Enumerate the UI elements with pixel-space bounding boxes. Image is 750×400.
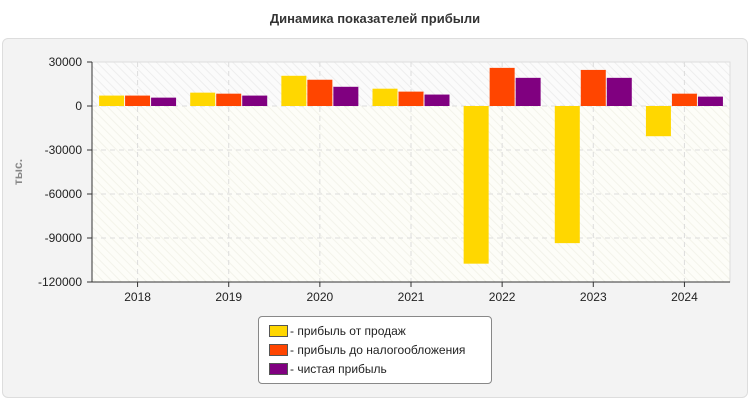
chart-title: Динамика показателей прибыли (269, 11, 481, 26)
bar-3-2024 (697, 96, 723, 106)
bar-1-2018 (99, 95, 125, 106)
bar-1-2024 (645, 106, 671, 137)
bar-1-2020 (281, 75, 307, 106)
bar-1-2023 (554, 106, 580, 244)
x-tick-label: 2023 (580, 290, 607, 304)
bar-1-2022 (463, 106, 489, 264)
legend-item: - прибыль от продаж (269, 323, 406, 339)
bar-2-2019 (216, 93, 242, 106)
legend-label: - прибыль от продаж (290, 324, 406, 338)
y-axis-label: тыс. (11, 159, 25, 185)
x-tick-label: 2021 (398, 290, 425, 304)
legend-label: - прибыль до налогообложения (290, 343, 466, 357)
y-tick-label: -60000 (45, 187, 83, 201)
x-tick-label: 2024 (671, 290, 698, 304)
x-tick-label: 2019 (215, 290, 242, 304)
y-tick-label: 0 (75, 99, 82, 113)
legend-swatch (269, 344, 288, 356)
x-tick-label: 2022 (489, 290, 516, 304)
legend-swatch (269, 325, 288, 337)
y-tick-label: 30000 (49, 55, 83, 69)
bar-1-2019 (190, 92, 216, 106)
bar-2-2023 (580, 69, 606, 106)
bar-2-2022 (489, 67, 515, 106)
bar-3-2022 (515, 77, 541, 106)
legend: - прибыль от продаж - прибыль до налогооб… (258, 316, 492, 384)
x-tick-label: 2018 (124, 290, 151, 304)
bar-3-2020 (333, 86, 359, 106)
y-tick-label: -90000 (45, 231, 83, 245)
bar-2-2024 (671, 93, 697, 106)
y-tick-label: -30000 (45, 143, 83, 157)
bar-2-2018 (125, 95, 151, 106)
bar-2-2020 (307, 79, 333, 106)
bar-3-2021 (424, 94, 450, 106)
legend-label: - чистая прибыль (290, 362, 387, 376)
legend-swatch (269, 363, 288, 375)
legend-item: - чистая прибыль (269, 361, 387, 377)
legend-item: - прибыль до налогообложения (269, 342, 465, 358)
y-tick-label: -120000 (38, 275, 82, 289)
bar-2-2021 (398, 91, 424, 106)
bar-3-2018 (151, 97, 177, 106)
bar-3-2023 (606, 77, 632, 106)
bar-3-2019 (242, 95, 268, 106)
bar-1-2021 (372, 88, 398, 106)
x-tick-label: 2020 (307, 290, 334, 304)
